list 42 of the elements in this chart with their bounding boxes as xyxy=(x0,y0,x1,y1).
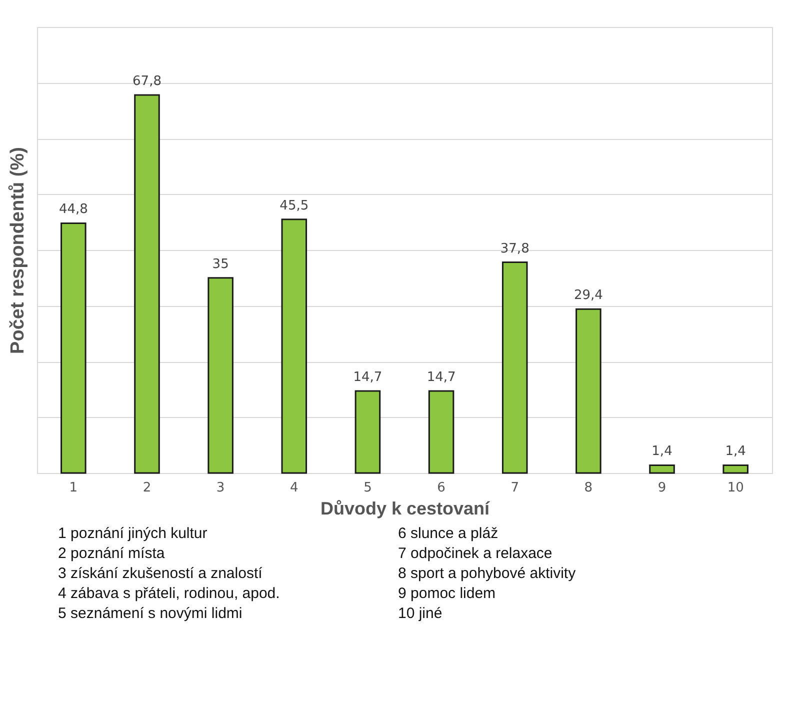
text: 4 zábava s přáteli, rodinou, apod. xyxy=(58,584,281,604)
bar xyxy=(208,277,234,474)
text: 6 slunce a pláž xyxy=(398,524,500,544)
bar xyxy=(428,390,454,474)
x-tick-label: 1 xyxy=(69,480,78,496)
x-tick-label: 6 xyxy=(437,480,446,496)
bar xyxy=(281,218,308,474)
x-tick-label: 10 xyxy=(727,480,744,496)
x-tick-label: 8 xyxy=(584,480,593,496)
bar xyxy=(502,262,528,474)
x-axis-title: Důvody k cestovaní xyxy=(320,498,491,518)
bar xyxy=(722,464,748,474)
data-label: 44,8 xyxy=(58,202,88,218)
data-label: 14,7 xyxy=(426,370,456,386)
text: 10 jiné xyxy=(398,604,444,624)
text: 5 seznámení s novými lidmi xyxy=(58,604,244,624)
data-label: 45,5 xyxy=(280,198,309,214)
data-label: 67,8 xyxy=(132,74,162,90)
y-axis-title: Počet respondentů (%) xyxy=(8,147,28,354)
bar xyxy=(576,308,602,474)
text: 8 sport a pohybové aktivity xyxy=(398,564,577,584)
data-label: 14,7 xyxy=(353,370,382,386)
bar xyxy=(134,94,160,474)
x-tick-label: 2 xyxy=(142,480,152,496)
text: 1 poznání jiných kultur xyxy=(58,524,208,544)
x-tick-label: 7 xyxy=(510,480,519,496)
data-label: 1,4 xyxy=(652,444,672,460)
x-tick-label: 5 xyxy=(364,480,372,496)
text: 7 odpočinek a relaxace xyxy=(398,544,554,564)
text: 3 získání zkušeností a znalostí xyxy=(58,564,264,584)
data-label: 29,4 xyxy=(574,288,603,304)
x-tick-label: 4 xyxy=(290,480,298,496)
x-tick-label: 3 xyxy=(216,480,225,496)
data-label: 35 xyxy=(212,256,229,272)
bar xyxy=(60,222,86,474)
text: 9 pomoc lidem xyxy=(398,584,497,604)
data-label: 37,8 xyxy=(500,241,530,256)
text: 2 poznání místa xyxy=(58,544,166,564)
data-label: 1,4 xyxy=(725,444,746,460)
x-tick-label: 9 xyxy=(658,480,666,496)
bar xyxy=(649,464,675,474)
bar xyxy=(354,390,381,474)
